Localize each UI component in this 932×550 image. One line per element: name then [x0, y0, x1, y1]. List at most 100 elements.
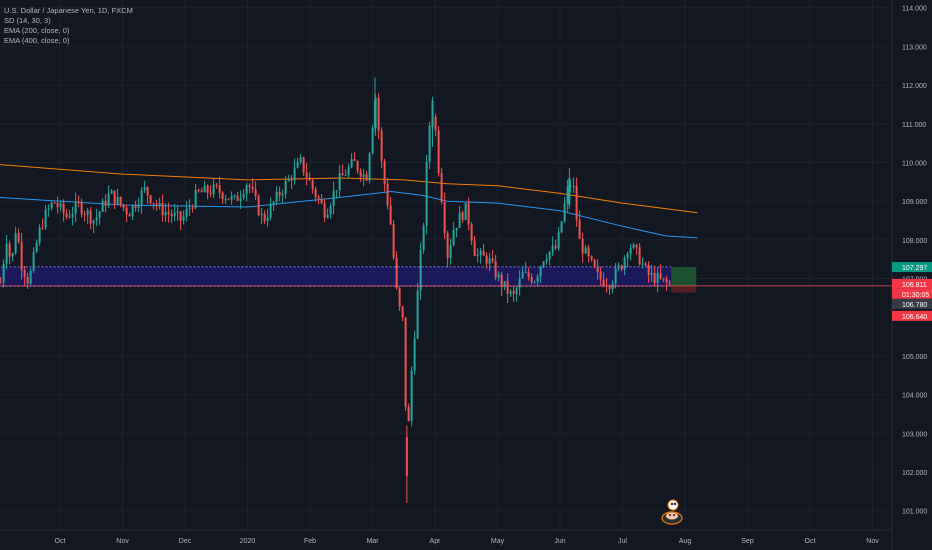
candle-body	[500, 274, 503, 288]
price-tick-label: 104.000	[902, 393, 927, 400]
candle-body	[116, 196, 119, 204]
candle-body	[389, 205, 392, 225]
candle-body	[11, 253, 14, 257]
time-tick-label: Mar	[366, 538, 379, 545]
candle-body	[566, 186, 569, 204]
candle-body	[377, 97, 380, 131]
candle-body	[170, 214, 173, 217]
candle-body	[407, 406, 410, 421]
candle-body	[416, 290, 419, 339]
projection-target-zone	[671, 267, 697, 286]
candle-body	[305, 172, 308, 178]
candle-body	[83, 214, 86, 216]
candle-body	[629, 247, 632, 254]
candlestick-series[interactable]	[0, 77, 671, 503]
candle-body	[518, 278, 521, 289]
price-label-bg	[892, 310, 932, 321]
indicator-ema400[interactable]: EMA (400, close, 0)	[4, 36, 70, 45]
candle-body	[278, 191, 281, 196]
assistant-icon[interactable]	[660, 498, 684, 528]
candle-body	[461, 212, 464, 220]
band-fill	[0, 266, 672, 287]
candle-body	[74, 201, 77, 214]
symbol-title[interactable]: U.S. Dollar / Japanese Yen, 1D, FXCM	[4, 6, 133, 15]
candle-body	[587, 247, 590, 257]
indicator-ema200[interactable]: EMA (200, close, 0)	[4, 26, 70, 35]
price-tick-label: 108.000	[902, 238, 927, 245]
candle-body	[317, 196, 320, 199]
candle-body	[440, 172, 443, 203]
price-label-bg	[892, 288, 932, 299]
candle-body	[290, 178, 293, 181]
candle-body	[617, 265, 620, 269]
candle-body	[293, 167, 296, 181]
candle-body	[149, 195, 152, 203]
candle-body	[0, 282, 2, 284]
candle-body	[602, 279, 605, 286]
candle-body	[140, 190, 143, 205]
candle-body	[644, 263, 647, 266]
candle-body	[314, 188, 317, 197]
candle-body	[581, 238, 584, 254]
candle-body	[275, 191, 278, 203]
candle-body	[104, 200, 107, 206]
candle-body	[242, 194, 245, 198]
candle-body	[197, 190, 200, 192]
candle-body	[161, 202, 164, 216]
time-tick-label: 2020	[240, 538, 256, 545]
candle-body	[23, 270, 26, 277]
price-tick-label: 105.000	[902, 354, 927, 361]
candle-body	[287, 178, 290, 181]
candle-body	[635, 244, 638, 248]
candle-body	[308, 177, 311, 181]
candle-body	[98, 211, 101, 218]
candle-body	[488, 258, 491, 264]
candle-body	[167, 211, 170, 215]
candle-body	[53, 202, 56, 204]
candle-body	[299, 157, 302, 162]
candle-body	[608, 286, 611, 290]
candle-body	[272, 202, 275, 205]
price-label-bg	[892, 262, 932, 273]
price-tick-label: 110.000	[902, 160, 927, 167]
candle-body	[368, 153, 371, 181]
time-tick-label: Oct	[55, 538, 66, 545]
candle-body	[395, 257, 398, 289]
candle-body	[107, 193, 110, 206]
candle-body	[56, 202, 59, 208]
candle-body	[26, 276, 29, 284]
candle-body	[572, 185, 575, 187]
candle-body	[14, 233, 17, 254]
price-tick-label: 111.000	[902, 122, 926, 129]
candle-body	[371, 127, 374, 154]
candle-body	[332, 190, 335, 206]
candle-body	[194, 190, 197, 208]
candle-body	[110, 190, 113, 194]
candle-body	[17, 233, 20, 242]
candle-body	[143, 186, 146, 191]
candle-body	[200, 190, 203, 193]
candle-body	[524, 271, 527, 273]
candle-body	[80, 201, 83, 215]
candle-body	[347, 167, 350, 176]
candle-body	[353, 159, 356, 162]
candle-body	[164, 211, 167, 216]
candle-body	[5, 243, 8, 264]
candle-body	[431, 100, 434, 128]
candle-body	[422, 225, 425, 251]
candle-body	[497, 274, 500, 278]
candle-body	[302, 157, 305, 173]
candle-body	[545, 259, 548, 262]
candle-body	[512, 291, 515, 294]
indicator-sd[interactable]: SD (14, 30, 3)	[4, 16, 51, 25]
price-tick-label: 109.000	[902, 199, 927, 206]
candle-body	[269, 204, 272, 218]
price-label-countdown: 01:30:05	[902, 292, 929, 299]
candle-body	[569, 186, 572, 188]
price-tick-label: 103.000	[902, 431, 927, 438]
candle-body	[68, 216, 71, 218]
candle-body	[137, 204, 140, 208]
candle-body	[47, 208, 50, 210]
candle-body	[254, 189, 257, 196]
